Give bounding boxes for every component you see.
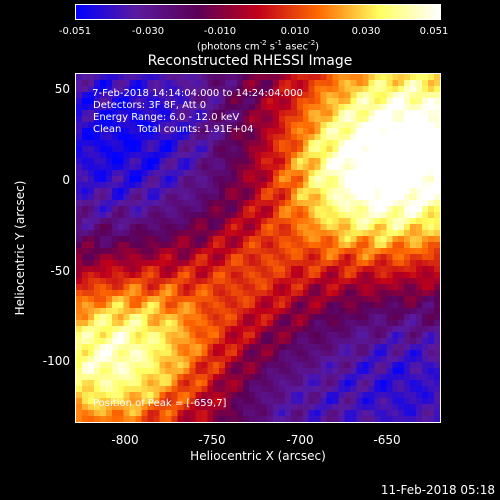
annotation-time-range: 7-Feb-2018 14:14:04.000 to 14:24:04.000 — [89, 88, 303, 99]
rhessi-image — [75, 73, 441, 423]
y-tick-label: -50 — [50, 264, 70, 278]
colorbar-tick: -0.030 — [131, 26, 165, 37]
annotation-peak-position: Position of Peak = [-659,7] — [93, 398, 227, 409]
colorbar-units: (photons cm-2 s-1 asec-2) — [196, 39, 320, 53]
x-tick-label: -650 — [373, 433, 401, 447]
y-tick-label: -100 — [42, 354, 70, 368]
x-tick-label: -750 — [198, 433, 226, 447]
colorbar-tick: 0.030 — [351, 26, 381, 37]
colorbar — [75, 4, 441, 20]
annotation-energy-range: Energy Range: 6.0 - 12.0 keV — [93, 112, 240, 123]
colorbar-tick: 0.051 — [419, 26, 449, 37]
annotation-detectors: Detectors: 3F 8F, Att 0 — [93, 100, 207, 111]
timestamp: 11-Feb-2018 05:18 — [380, 483, 495, 497]
colorbar-tick: -0.010 — [203, 26, 237, 37]
x-axis-label: Heliocentric X (arcsec) — [190, 449, 326, 463]
y-tick-label: 50 — [54, 82, 70, 96]
x-tick-label: -700 — [286, 433, 314, 447]
image-canvas — [76, 74, 440, 422]
y-tick-label: 0 — [62, 173, 70, 187]
y-axis-label: Heliocentric Y (arcsec) — [13, 180, 27, 316]
image-title: Reconstructed RHESSI Image — [147, 53, 353, 69]
colorbar-tick: 0.010 — [280, 26, 310, 37]
annotation-method-counts: Clean Total counts: 1.91E+04 — [93, 124, 254, 135]
colorbar-tick: -0.051 — [58, 26, 92, 37]
x-tick-label: -800 — [111, 433, 139, 447]
